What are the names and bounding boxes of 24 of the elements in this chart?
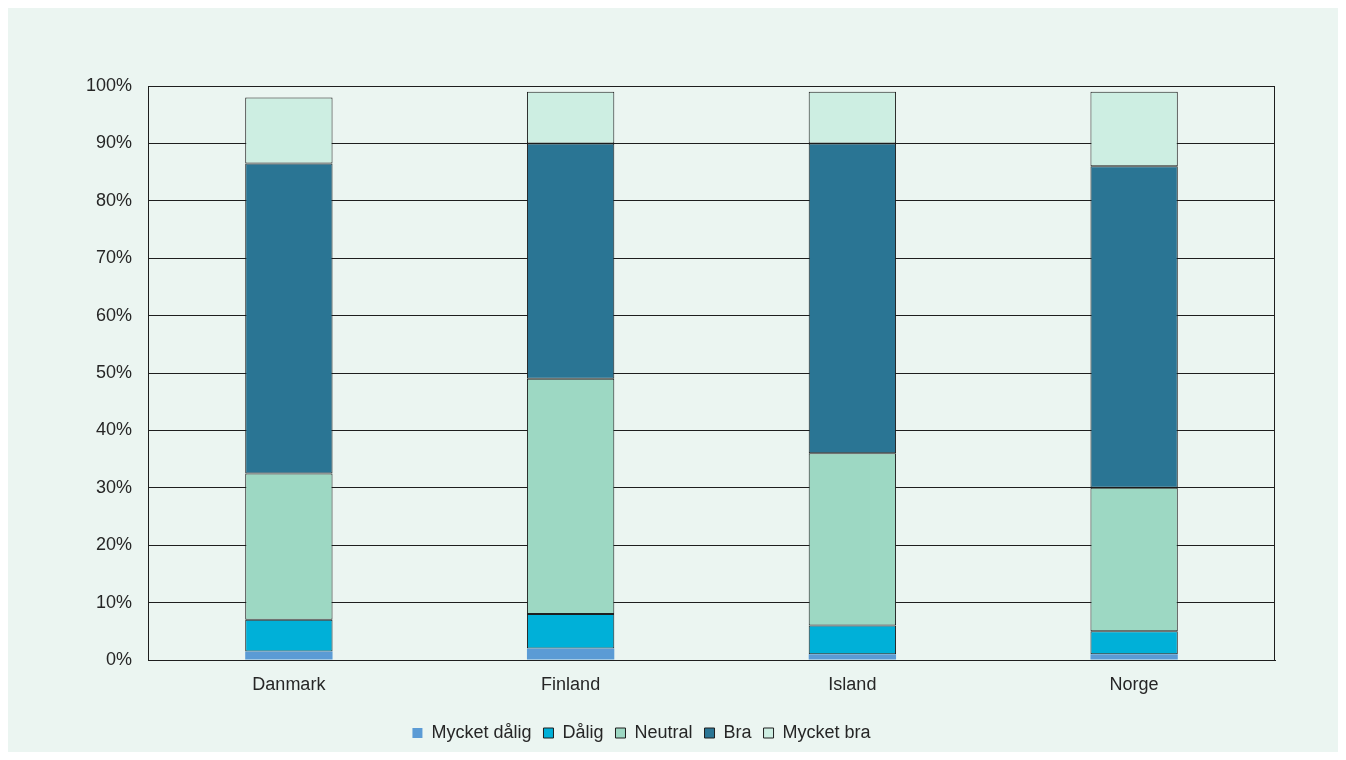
legend-label: Mycket bra xyxy=(782,721,872,742)
y-tick-label: 20% xyxy=(95,534,132,555)
x-tick-label: Island xyxy=(828,673,877,694)
y-tick-label: 90% xyxy=(95,132,132,153)
y-tick-label: 30% xyxy=(95,476,132,497)
y-tick-label: 0% xyxy=(105,648,132,669)
bar xyxy=(526,648,615,660)
legend-label: Bra xyxy=(723,721,753,742)
bar xyxy=(1090,654,1178,660)
y-tick-label: 100% xyxy=(85,74,132,95)
y-tick-label: 50% xyxy=(95,361,132,382)
x-tick-label: Finland xyxy=(541,673,601,694)
legend-label: Neutral xyxy=(634,721,693,742)
bar xyxy=(245,651,333,660)
y-tick-label: 40% xyxy=(95,419,132,440)
legend-label: Dålig xyxy=(562,721,604,742)
x-tick-label: Danmark xyxy=(252,673,327,694)
y-tick-label: 10% xyxy=(95,591,132,612)
legend-label: Mycket dålig xyxy=(431,721,532,742)
y-tick-label: 60% xyxy=(95,304,132,325)
bar xyxy=(808,654,897,660)
x-tick-label: Norge xyxy=(1109,673,1159,694)
y-tick-label: 70% xyxy=(95,247,132,268)
y-tick-label: 80% xyxy=(95,189,132,210)
